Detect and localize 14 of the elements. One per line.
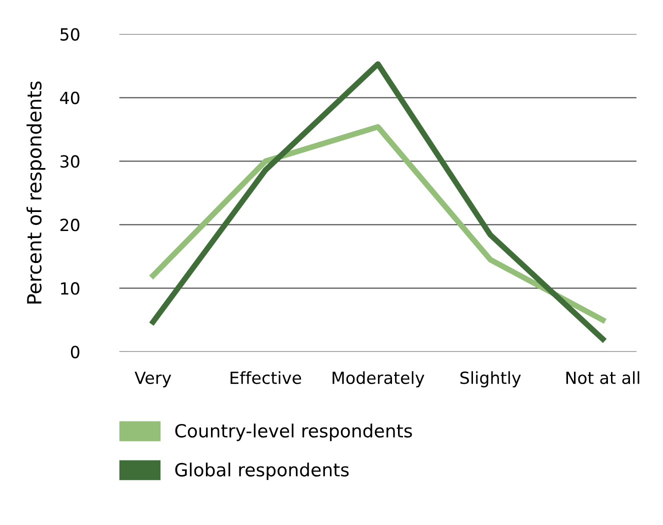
y-tick-label: 40 — [60, 92, 80, 104]
x-tick-label: Moderately — [332, 371, 424, 388]
x-tick-label: Slightly — [460, 371, 521, 388]
y-tick-label: 10 — [61, 282, 80, 295]
legend-label: Global respondents — [175, 462, 349, 480]
x-tick-label: Very — [134, 372, 172, 388]
x-tick-label: Not at all — [566, 371, 640, 384]
y-tick-label: 50 — [60, 28, 80, 41]
y-tick-label: 20 — [60, 218, 80, 232]
y-axis-title: Percent of respondents — [26, 81, 46, 304]
legend-label: Country-level respondents — [175, 424, 412, 442]
y-tick-label: 30 — [60, 155, 80, 168]
y-tick-label: 0 — [70, 346, 80, 358]
x-tick-label: Effective — [230, 371, 302, 384]
